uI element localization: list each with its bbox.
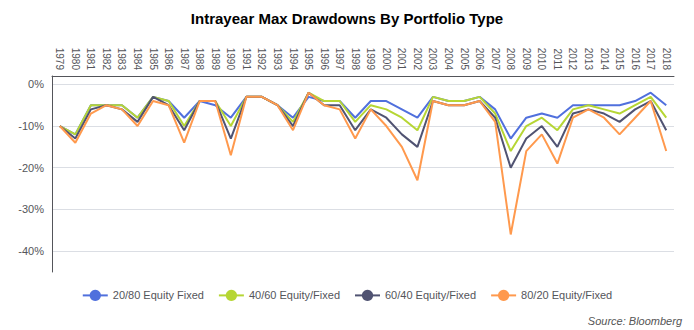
svg-text:1980: 1980 [70, 48, 81, 71]
svg-text:1979: 1979 [54, 48, 65, 71]
svg-text:-30%: -30% [18, 203, 44, 215]
svg-text:1996: 1996 [319, 48, 330, 71]
svg-text:20/80 Equity Fixed: 20/80 Equity Fixed [113, 289, 204, 301]
svg-text:1981: 1981 [85, 48, 96, 71]
svg-text:2015: 2015 [614, 48, 625, 71]
svg-text:1999: 1999 [365, 48, 376, 71]
svg-text:1982: 1982 [101, 48, 112, 71]
svg-text:2016: 2016 [630, 48, 641, 71]
svg-text:1993: 1993 [272, 48, 283, 71]
svg-text:2009: 2009 [521, 48, 532, 71]
svg-text:1991: 1991 [241, 48, 252, 71]
svg-text:2010: 2010 [536, 48, 547, 71]
svg-text:2012: 2012 [567, 48, 578, 71]
svg-text:1986: 1986 [163, 48, 174, 71]
svg-text:1987: 1987 [179, 48, 190, 71]
svg-text:-10%: -10% [18, 120, 44, 132]
svg-text:2006: 2006 [474, 48, 485, 71]
svg-text:2000: 2000 [381, 48, 392, 71]
svg-text:2011: 2011 [552, 48, 563, 70]
svg-text:1990: 1990 [225, 48, 236, 71]
svg-text:1992: 1992 [256, 48, 267, 71]
svg-text:60/40 Equity/Fixed: 60/40 Equity/Fixed [385, 289, 476, 301]
svg-text:0%: 0% [28, 78, 44, 90]
svg-text:2017: 2017 [645, 48, 656, 71]
svg-text:-20%: -20% [18, 162, 44, 174]
svg-text:Source: Bloomberg: Source: Bloomberg [588, 315, 683, 327]
svg-text:1984: 1984 [132, 48, 143, 71]
svg-text:2007: 2007 [490, 48, 501, 71]
svg-text:2008: 2008 [505, 48, 516, 71]
svg-text:2013: 2013 [583, 48, 594, 71]
svg-text:2018: 2018 [661, 48, 672, 71]
svg-text:1994: 1994 [288, 48, 299, 71]
svg-text:-40%: -40% [18, 245, 44, 257]
svg-text:1997: 1997 [334, 48, 345, 71]
svg-text:2003: 2003 [427, 48, 438, 71]
svg-text:1988: 1988 [194, 48, 205, 71]
svg-text:Intrayear Max Drawdowns By Por: Intrayear Max Drawdowns By Portfolio Typ… [191, 10, 503, 27]
svg-text:2005: 2005 [459, 48, 470, 71]
svg-text:1998: 1998 [350, 48, 361, 71]
svg-text:1983: 1983 [116, 48, 127, 71]
svg-text:1989: 1989 [210, 48, 221, 71]
svg-text:2014: 2014 [599, 48, 610, 71]
svg-text:1985: 1985 [148, 48, 159, 71]
svg-text:80/20 Equity/Fixed: 80/20 Equity/Fixed [521, 289, 612, 301]
svg-text:40/60 Equity/Fixed: 40/60 Equity/Fixed [249, 289, 340, 301]
svg-text:2002: 2002 [412, 48, 423, 71]
svg-text:2004: 2004 [443, 48, 454, 71]
svg-text:2001: 2001 [396, 48, 407, 71]
svg-text:1995: 1995 [303, 48, 314, 71]
